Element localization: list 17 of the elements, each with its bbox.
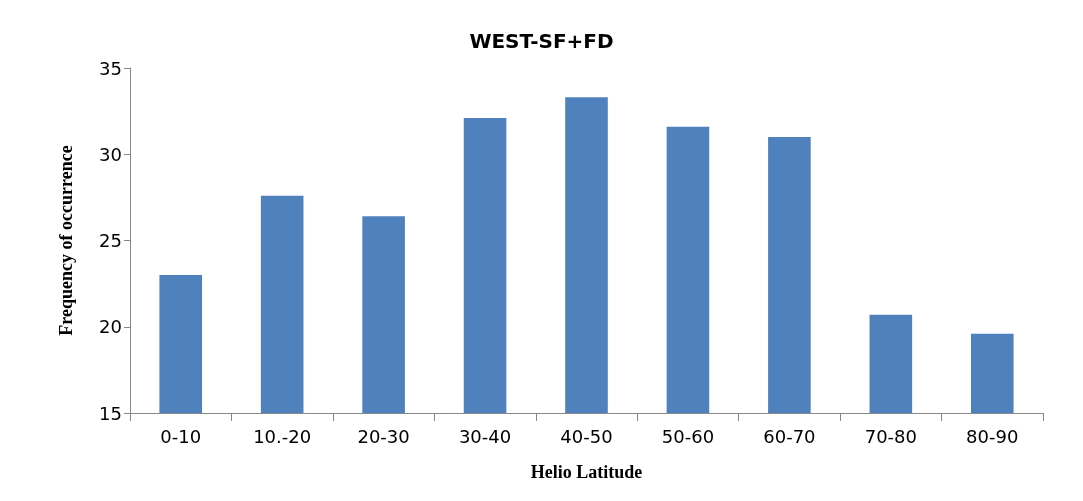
x-axis-title: Helio Latitude: [530, 462, 643, 482]
x-tick-label: 0-10: [160, 425, 202, 447]
y-tick-label: 25: [99, 230, 122, 251]
y-tick-label: 30: [99, 143, 122, 165]
x-tick-label: 80-90: [966, 425, 1019, 447]
x-tick-label: 70-80: [864, 425, 917, 447]
y-tick-label: 35: [99, 57, 122, 79]
y-axis-title: Frequency of occurrence: [56, 145, 76, 336]
x-tick-label: 20-30: [357, 425, 410, 447]
y-tick-label: 15: [99, 402, 122, 424]
x-tick-label: 10.-20: [253, 425, 312, 447]
x-tick-label: 60-70: [763, 425, 816, 447]
y-tick-label: 20: [99, 316, 122, 338]
x-tick-label: 40-50: [560, 425, 613, 447]
x-tick-label: 30-40: [458, 425, 512, 447]
chart-title: WEST-SF+FD: [469, 29, 614, 53]
x-tick-label: 50-60: [661, 425, 715, 447]
